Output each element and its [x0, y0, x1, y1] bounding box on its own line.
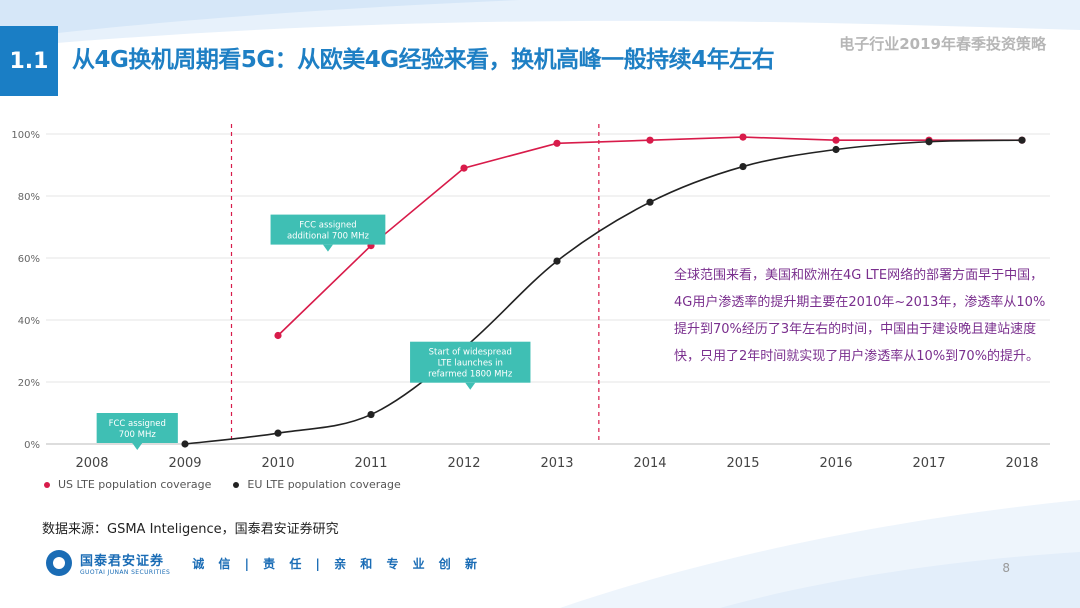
- eu-data-point: [925, 138, 933, 146]
- eu-data-point: [646, 198, 654, 206]
- us-data-point: [274, 331, 282, 340]
- callout-text: 700 MHz: [119, 430, 157, 440]
- us-data-point: [832, 136, 840, 144]
- legend-marker-eu: [233, 481, 240, 488]
- footer-branding: 国泰君安证券 GUOTAI JUNAN SECURITIES 诚 信 | 责 任…: [46, 550, 482, 576]
- us-data-point: [553, 139, 561, 147]
- x-tick-label: 2013: [540, 456, 573, 471]
- x-tick-label: 2016: [819, 456, 852, 471]
- eu-data-point: [1018, 136, 1026, 144]
- company-slogan: 诚 信 | 责 任 | 亲 和 专 业 创 新: [192, 556, 482, 571]
- callout-text: FCC assigned: [109, 419, 166, 429]
- eu-data-point: [832, 145, 840, 154]
- us-data-point: [460, 164, 468, 172]
- callout-background: [410, 341, 531, 383]
- y-tick-label: 100%: [11, 130, 40, 141]
- grid-layer: [46, 133, 1050, 445]
- callout-background: [96, 413, 178, 443]
- eu-data-point: [367, 410, 375, 419]
- eu-data-point: [181, 440, 189, 448]
- x-tick-label: 2017: [912, 456, 945, 471]
- y-tick-label: 20%: [18, 378, 40, 389]
- x-tick-label: 2015: [726, 456, 759, 471]
- data-source: 数据来源：GSMA Inteligence，国泰君安证券研究: [42, 522, 339, 537]
- callout-pointer: [132, 443, 143, 450]
- x-tick-label: 2012: [447, 456, 480, 471]
- us-data-point: [739, 133, 747, 141]
- callout-text: additional 700 MHz: [287, 232, 370, 242]
- company-logo-text: 国泰君安证券 GUOTAI JUNAN SECURITIES: [80, 550, 170, 576]
- legend-label-us: US LTE population coverage: [58, 478, 212, 491]
- legend-item-us: US LTE population coverage: [44, 478, 211, 491]
- x-tick-label: 2010: [261, 456, 294, 471]
- page-title: 从4G换机周期看5G：从欧美4G经验来看，换机高峰一般持续4年左右: [72, 47, 775, 73]
- y-tick-label: 40%: [18, 316, 40, 327]
- callout-text: Start of widespread: [429, 348, 512, 358]
- callout-text: LTE launches in: [438, 359, 503, 369]
- section-number: 1.1: [0, 26, 58, 96]
- x-tick-label: 2011: [354, 456, 387, 471]
- y-tick-label: 0%: [24, 440, 40, 451]
- series-layer: [181, 133, 1026, 448]
- x-tick-label: 2014: [633, 456, 666, 471]
- eu-data-point: [553, 257, 561, 265]
- chart-legend: US LTE population coverage EU LTE popula…: [44, 478, 401, 491]
- x-tick-label: 2018: [1005, 456, 1038, 471]
- tick-layer: 0% 20% 40% 60% 80% 100% 2008 2009 2010 2011 2012 20…: [11, 130, 1038, 471]
- y-tick-label: 60%: [18, 254, 40, 265]
- callout-pointer: [322, 244, 333, 252]
- report-name: 电子行业2019年春季投资策略: [839, 35, 1046, 53]
- legend-label-eu: EU LTE population coverage: [247, 478, 401, 491]
- slide-header: 1.1 从4G换机周期看5G：从欧美4G经验来看，换机高峰一般持续4年左右 电子…: [0, 26, 1080, 96]
- reference-lines: [230, 124, 600, 444]
- eu-data-point: [274, 429, 282, 437]
- logo-english-name: GUOTAI JUNAN SECURITIES: [80, 569, 171, 576]
- x-tick-label: 2008: [75, 456, 108, 471]
- callout-background: [270, 214, 386, 245]
- y-tick-label: 80%: [18, 192, 40, 203]
- analysis-note: 全球范围来看，美国和欧洲在4G LTE网络的部署方面早于中国，4G用户渗透率的提…: [674, 268, 1046, 364]
- page-number: 8: [1002, 561, 1010, 575]
- callout-pointer: [465, 382, 476, 390]
- x-tick-label: 2009: [168, 456, 201, 471]
- eu-series-line: [184, 139, 1023, 445]
- us-data-point: [646, 136, 654, 144]
- legend-marker-us: [44, 481, 50, 488]
- logo-chinese-name: 国泰君安证券: [80, 554, 165, 569]
- callout-text: FCC assigned: [299, 221, 356, 231]
- company-logo-icon: [46, 550, 72, 576]
- eu-data-point: [739, 162, 747, 171]
- legend-item-eu: EU LTE population coverage: [233, 478, 401, 491]
- callout-text: refarmed 1800 MHz: [428, 370, 513, 380]
